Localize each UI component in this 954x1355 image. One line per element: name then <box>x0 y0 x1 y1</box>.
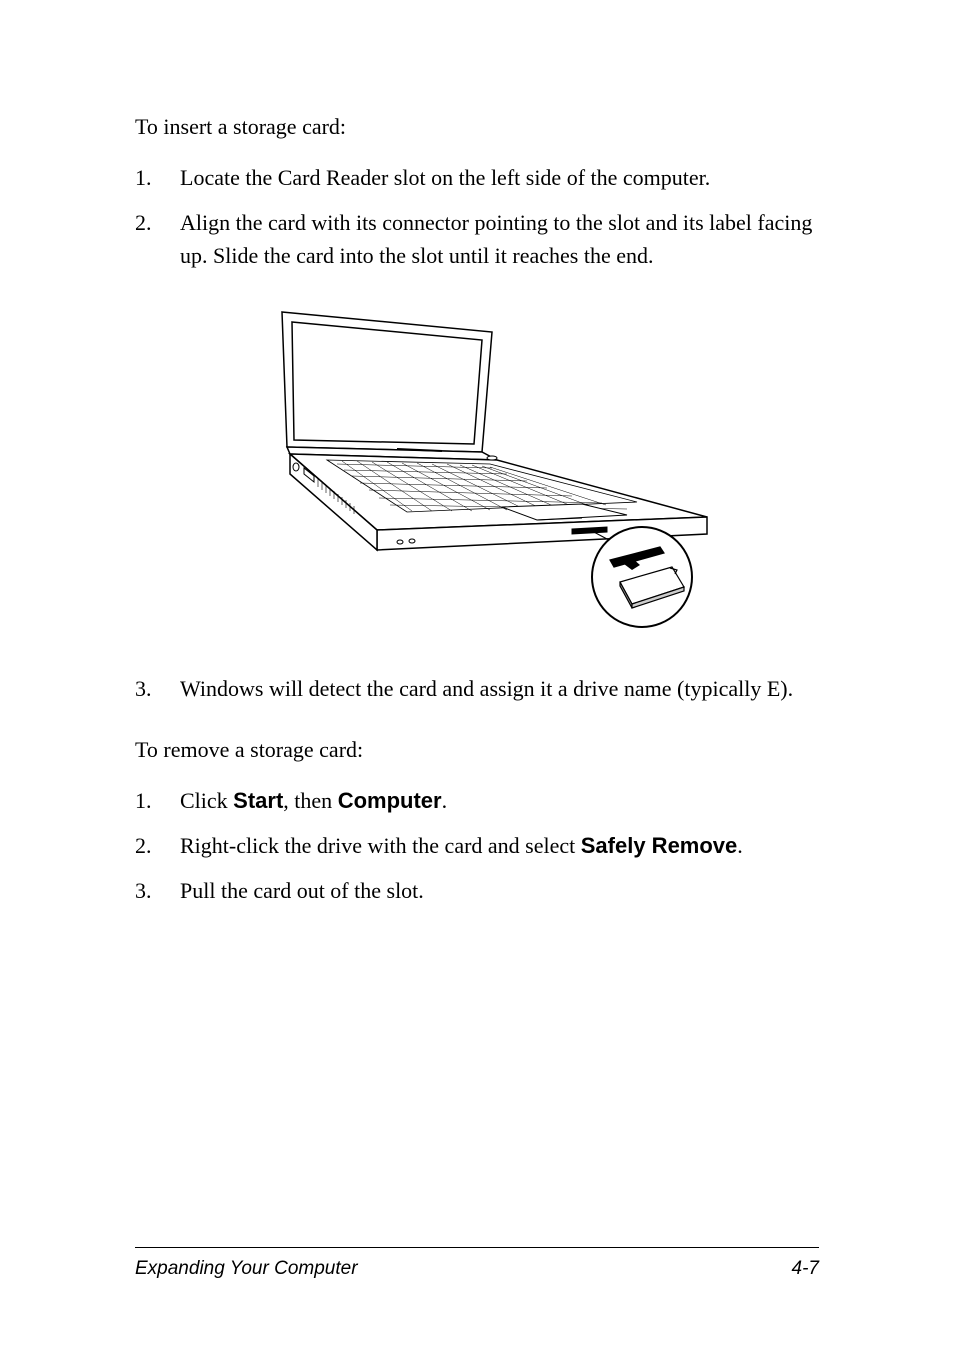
list-item: 2. Right-click the drive with the card a… <box>135 829 819 862</box>
page-footer: Expanding Your Computer 4-7 <box>135 1247 819 1280</box>
list-item: 1. Click Start, then Computer. <box>135 784 819 817</box>
remove-steps-list: 1. Click Start, then Computer. 2. Right-… <box>135 784 819 907</box>
text-suffix: . <box>442 788 448 813</box>
footer-section-title: Expanding Your Computer <box>135 1258 358 1280</box>
list-item: 1. Locate the Card Reader slot on the le… <box>135 161 819 194</box>
step-number: 1. <box>135 161 180 194</box>
step-number: 3. <box>135 672 180 705</box>
step-text: Windows will detect the card and assign … <box>180 672 819 705</box>
step-text: Click Start, then Computer. <box>180 784 819 817</box>
insert-steps-list-cont: 3. Windows will detect the card and assi… <box>135 672 819 705</box>
page-content: To insert a storage card: 1. Locate the … <box>0 0 954 907</box>
step-number: 2. <box>135 206 180 272</box>
bold-term: Safely Remove <box>581 833 738 858</box>
list-item: 3. Windows will detect the card and assi… <box>135 672 819 705</box>
step-text: Right-click the drive with the card and … <box>180 829 819 862</box>
text-suffix: . <box>737 833 743 858</box>
text-prefix: Click <box>180 788 233 813</box>
insert-steps-list: 1. Locate the Card Reader slot on the le… <box>135 161 819 272</box>
laptop-illustration <box>232 302 722 632</box>
text-mid: , then <box>283 788 337 813</box>
step-number: 2. <box>135 829 180 862</box>
footer-page-number: 4-7 <box>792 1258 819 1280</box>
step-number: 1. <box>135 784 180 817</box>
step-text: Align the card with its connector pointi… <box>180 206 819 272</box>
text-prefix: Right-click the drive with the card and … <box>180 833 581 858</box>
step-number: 3. <box>135 874 180 907</box>
list-item: 3. Pull the card out of the slot. <box>135 874 819 907</box>
insert-intro: To insert a storage card: <box>135 110 819 143</box>
bold-term: Computer <box>338 788 442 813</box>
remove-intro: To remove a storage card: <box>135 733 819 766</box>
illustration-container <box>135 302 819 632</box>
bold-term: Start <box>233 788 283 813</box>
step-text: Locate the Card Reader slot on the left … <box>180 161 819 194</box>
step-text: Pull the card out of the slot. <box>180 874 819 907</box>
list-item: 2. Align the card with its connector poi… <box>135 206 819 272</box>
